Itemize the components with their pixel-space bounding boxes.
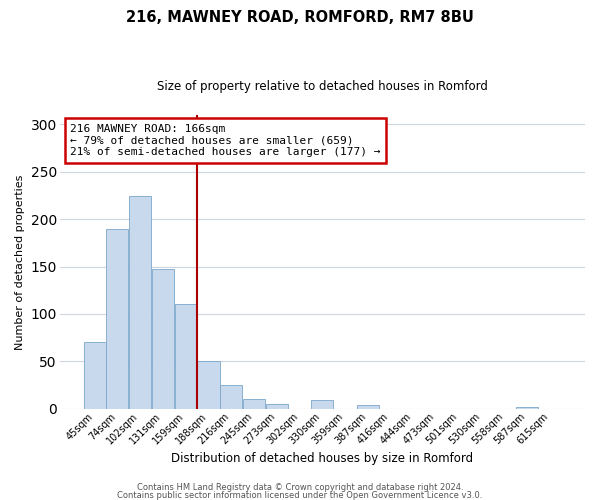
Bar [266, 404, 288, 409]
Bar [357, 405, 379, 409]
Bar [129, 196, 151, 409]
Text: 216, MAWNEY ROAD, ROMFORD, RM7 8BU: 216, MAWNEY ROAD, ROMFORD, RM7 8BU [126, 10, 474, 25]
Bar [220, 385, 242, 409]
Bar [175, 304, 197, 409]
Text: Contains HM Land Registry data © Crown copyright and database right 2024.: Contains HM Land Registry data © Crown c… [137, 484, 463, 492]
Text: 216 MAWNEY ROAD: 166sqm
← 79% of detached houses are smaller (659)
21% of semi-d: 216 MAWNEY ROAD: 166sqm ← 79% of detache… [70, 124, 381, 157]
Bar [311, 400, 334, 409]
Bar [197, 362, 220, 409]
X-axis label: Distribution of detached houses by size in Romford: Distribution of detached houses by size … [171, 452, 473, 465]
Bar [152, 270, 174, 409]
Bar [243, 400, 265, 409]
Bar [83, 342, 106, 409]
Bar [106, 228, 128, 409]
Text: Contains public sector information licensed under the Open Government Licence v3: Contains public sector information licen… [118, 491, 482, 500]
Bar [516, 407, 538, 409]
Y-axis label: Number of detached properties: Number of detached properties [15, 174, 25, 350]
Title: Size of property relative to detached houses in Romford: Size of property relative to detached ho… [157, 80, 488, 93]
